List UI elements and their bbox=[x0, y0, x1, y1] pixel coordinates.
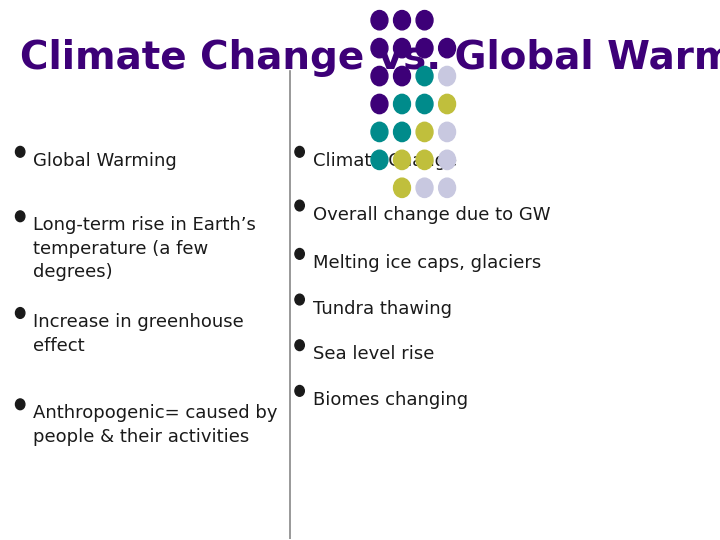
Text: Anthropogenic= caused by
people & their activities: Anthropogenic= caused by people & their … bbox=[33, 404, 278, 446]
Text: Tundra thawing: Tundra thawing bbox=[312, 300, 451, 318]
Circle shape bbox=[15, 211, 25, 221]
Circle shape bbox=[394, 122, 410, 141]
Circle shape bbox=[295, 146, 305, 157]
Circle shape bbox=[15, 146, 25, 157]
Circle shape bbox=[371, 38, 388, 58]
Text: Increase in greenhouse
effect: Increase in greenhouse effect bbox=[33, 313, 244, 355]
Circle shape bbox=[438, 66, 456, 86]
Circle shape bbox=[295, 248, 305, 259]
Circle shape bbox=[394, 10, 410, 30]
Circle shape bbox=[371, 10, 388, 30]
Circle shape bbox=[295, 294, 305, 305]
Circle shape bbox=[394, 38, 410, 58]
Circle shape bbox=[295, 200, 305, 211]
Circle shape bbox=[438, 150, 456, 170]
Circle shape bbox=[438, 38, 456, 58]
Circle shape bbox=[416, 94, 433, 113]
Text: Overall change due to GW: Overall change due to GW bbox=[312, 206, 550, 224]
Circle shape bbox=[394, 150, 410, 170]
Circle shape bbox=[295, 340, 305, 350]
Circle shape bbox=[416, 178, 433, 198]
Circle shape bbox=[416, 38, 433, 58]
Circle shape bbox=[394, 94, 410, 113]
Text: Climate Change vs. Global Warming: Climate Change vs. Global Warming bbox=[20, 39, 720, 77]
Circle shape bbox=[416, 66, 433, 86]
Text: Climate Change: Climate Change bbox=[312, 152, 457, 170]
Circle shape bbox=[438, 178, 456, 198]
Circle shape bbox=[438, 94, 456, 113]
Circle shape bbox=[394, 66, 410, 86]
Circle shape bbox=[416, 122, 433, 141]
Circle shape bbox=[15, 399, 25, 410]
Text: Long-term rise in Earth’s
temperature (a few
degrees): Long-term rise in Earth’s temperature (a… bbox=[33, 217, 256, 281]
Circle shape bbox=[371, 94, 388, 113]
Circle shape bbox=[416, 10, 433, 30]
Circle shape bbox=[371, 122, 388, 141]
Circle shape bbox=[15, 308, 25, 319]
Circle shape bbox=[371, 150, 388, 170]
Circle shape bbox=[371, 66, 388, 86]
Circle shape bbox=[295, 386, 305, 396]
Circle shape bbox=[416, 150, 433, 170]
Circle shape bbox=[438, 122, 456, 141]
Text: Melting ice caps, glaciers: Melting ice caps, glaciers bbox=[312, 254, 541, 272]
Text: Biomes changing: Biomes changing bbox=[312, 391, 468, 409]
Text: Global Warming: Global Warming bbox=[33, 152, 177, 170]
Text: Sea level rise: Sea level rise bbox=[312, 345, 434, 363]
Circle shape bbox=[394, 178, 410, 198]
